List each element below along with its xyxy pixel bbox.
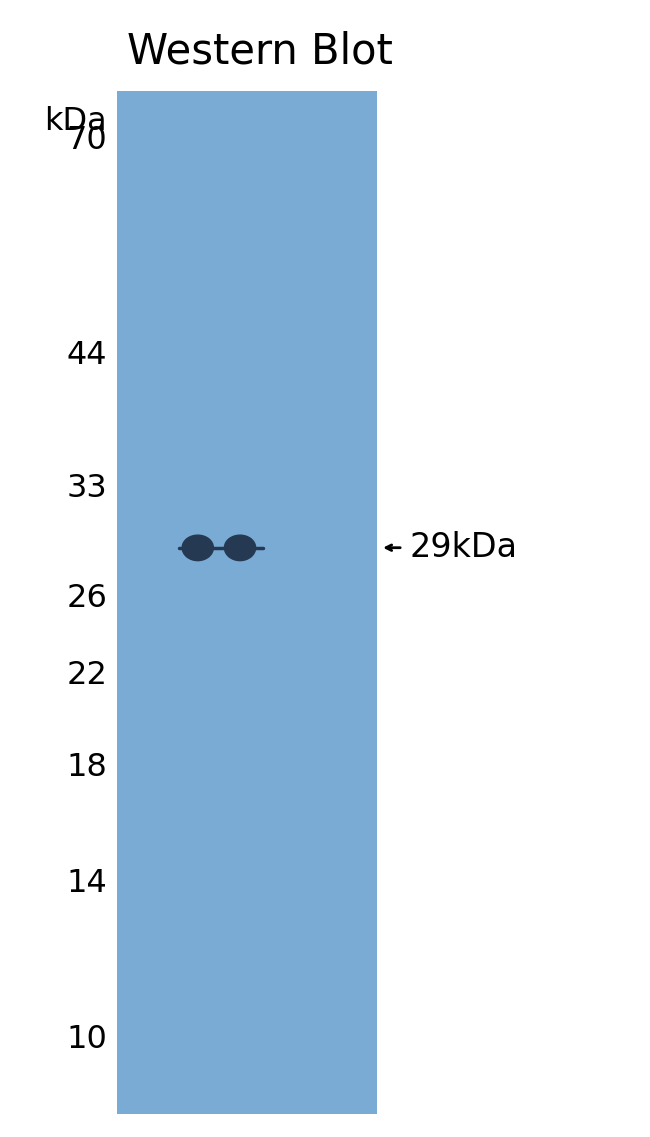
Ellipse shape	[182, 536, 213, 561]
Text: 10: 10	[66, 1023, 107, 1055]
Text: 14: 14	[66, 869, 107, 899]
Text: 33: 33	[66, 473, 107, 504]
Text: 29kDa: 29kDa	[410, 531, 517, 564]
Text: 26: 26	[66, 582, 107, 614]
Text: 44: 44	[67, 340, 107, 371]
Text: kDa: kDa	[45, 107, 107, 138]
Text: 70: 70	[66, 125, 107, 157]
Ellipse shape	[224, 536, 255, 561]
Text: 18: 18	[66, 753, 107, 783]
Text: 22: 22	[66, 659, 107, 691]
Text: Western Blot: Western Blot	[127, 31, 393, 72]
